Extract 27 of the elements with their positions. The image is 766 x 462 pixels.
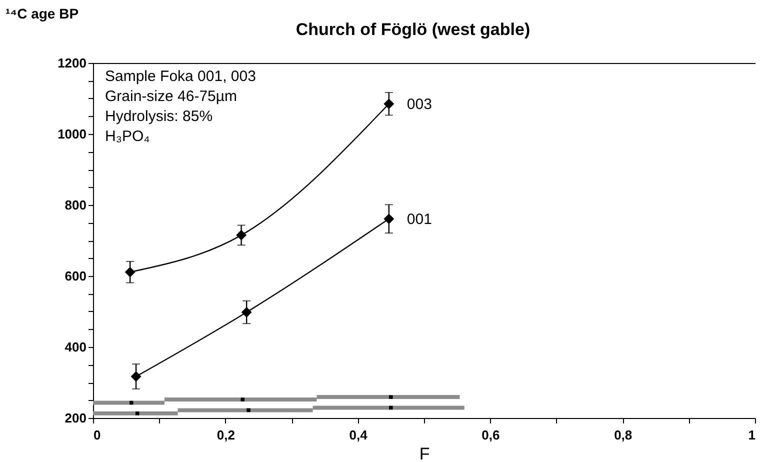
x-tick-label: 0,6: [482, 428, 500, 442]
y-tick-label: 400: [64, 340, 86, 354]
y-tick-label: 800: [64, 198, 86, 212]
point: [130, 400, 134, 405]
y-tick-label: 200: [64, 410, 86, 426]
series-label: 003: [406, 96, 432, 113]
x-tick-label: 0,8: [614, 428, 632, 442]
annotation: Hydrolysis: 85%: [105, 108, 213, 125]
annotation: H₃PO₄: [105, 128, 150, 145]
annotation: Grain-size 46-75µm: [105, 88, 238, 105]
x-axis-title: F: [419, 444, 430, 462]
point: [246, 408, 250, 412]
point: [389, 406, 393, 410]
chart-title: Church of Föglö (west gable): [296, 20, 530, 39]
y-axis-title: ¹⁴C age BP: [6, 6, 79, 22]
x-tick-label: 1: [748, 428, 756, 442]
x-tick-label: 0,4: [349, 428, 368, 442]
y-tick-label: 1200: [58, 56, 86, 70]
point: [240, 398, 244, 402]
point: [135, 412, 140, 416]
x-tick-label: 0: [94, 428, 101, 442]
x-tick-label: 0,2: [216, 428, 235, 442]
y-tick-label: 1000: [58, 126, 86, 142]
y-tick-label: 600: [64, 268, 86, 284]
point: [389, 395, 393, 399]
series-label: 001: [406, 210, 432, 228]
annotation: Sample Foka 001, 003: [105, 68, 256, 85]
